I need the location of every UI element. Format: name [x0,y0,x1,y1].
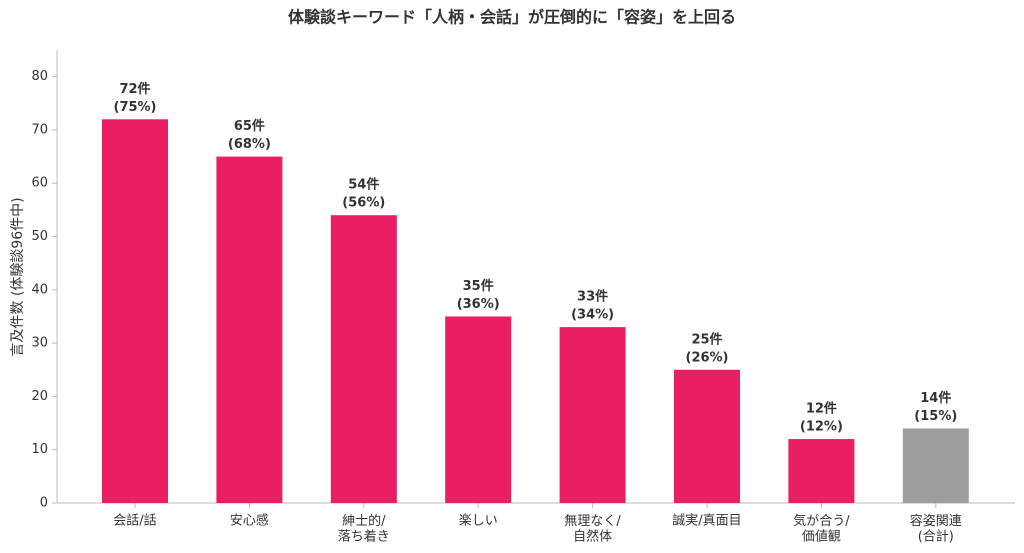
value-label: 25件 [691,331,722,347]
x-tick-label: 紳士的/落ち着き [338,513,390,545]
x-tick-label: 誠実/真面目 [672,513,741,529]
value-label: 65件 [234,118,265,134]
bar [788,439,855,503]
value-label: 12件 [806,401,837,417]
share-label: (68%) [228,137,271,152]
share-label: (26%) [686,350,729,365]
share-label: (15%) [914,409,957,424]
y-tick-label: 40 [31,282,48,297]
share-label: (12%) [800,420,843,435]
x-tick-label: 容姿関連(合計) [910,513,962,545]
x-tick-label: 気が合う/価値観 [793,513,850,545]
y-tick-label: 60 [31,176,48,191]
x-tick-label: 楽しい [459,513,498,529]
y-tick-label: 20 [31,389,48,404]
x-tick-label: 会話/話 [113,513,156,529]
y-tick-label: 30 [31,336,48,351]
bar [445,316,512,503]
y-tick-label: 10 [31,442,48,457]
value-label: 14件 [920,390,951,406]
bar [902,428,969,503]
y-axis-title: 言及件数 (体験談96件中) [10,197,26,356]
share-label: (56%) [342,196,385,211]
share-label: (36%) [457,297,500,312]
share-label: (75%) [114,100,157,115]
bar [330,215,397,503]
bar [216,156,283,503]
x-tick-label: 安心感 [230,513,269,529]
value-label: 54件 [348,177,379,193]
value-label: 35件 [463,278,494,294]
chart-title: 体験談キーワード「人柄・会話」が圧倒的に「容姿」を上回る [288,8,736,27]
y-tick-label: 80 [31,69,48,84]
share-label: (34%) [571,308,614,323]
value-label: 72件 [119,81,150,97]
y-tick-label: 0 [40,496,48,511]
y-tick-label: 50 [31,229,48,244]
bar [102,119,168,504]
y-tick-label: 70 [31,122,48,137]
bar [559,327,626,503]
bar [674,369,740,503]
x-tick-label: 無理なく/自然体 [564,514,621,545]
value-label: 33件 [577,289,608,305]
